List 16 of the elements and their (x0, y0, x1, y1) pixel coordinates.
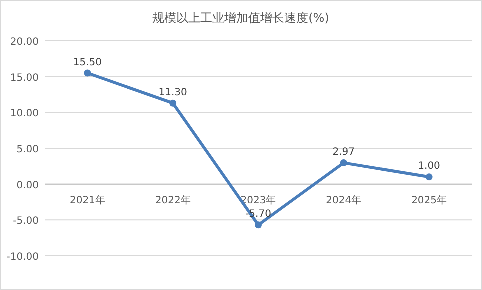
ytick: 5.00 (16, 144, 39, 156)
ytick: 10.00 (10, 108, 39, 120)
ytick: -5.00 (13, 216, 39, 228)
ytick: -10.00 (6, 252, 39, 263)
data-label: 11.30 (158, 87, 188, 98)
data-label: 15.50 (73, 57, 102, 68)
xtick: 2022年 (155, 195, 191, 206)
data-label: 1.00 (418, 161, 440, 172)
ytick: 0.00 (16, 180, 39, 192)
xtick: 2021年 (70, 195, 106, 206)
ytick: 15.00 (10, 72, 39, 84)
xtick: 2025年 (412, 195, 448, 206)
title: 规模以上工业增加值增长速度(%) (152, 11, 330, 25)
data-label: 2.97 (332, 147, 356, 158)
ytick: 20.00 (10, 37, 39, 48)
xtick: 2024年 (326, 195, 362, 206)
